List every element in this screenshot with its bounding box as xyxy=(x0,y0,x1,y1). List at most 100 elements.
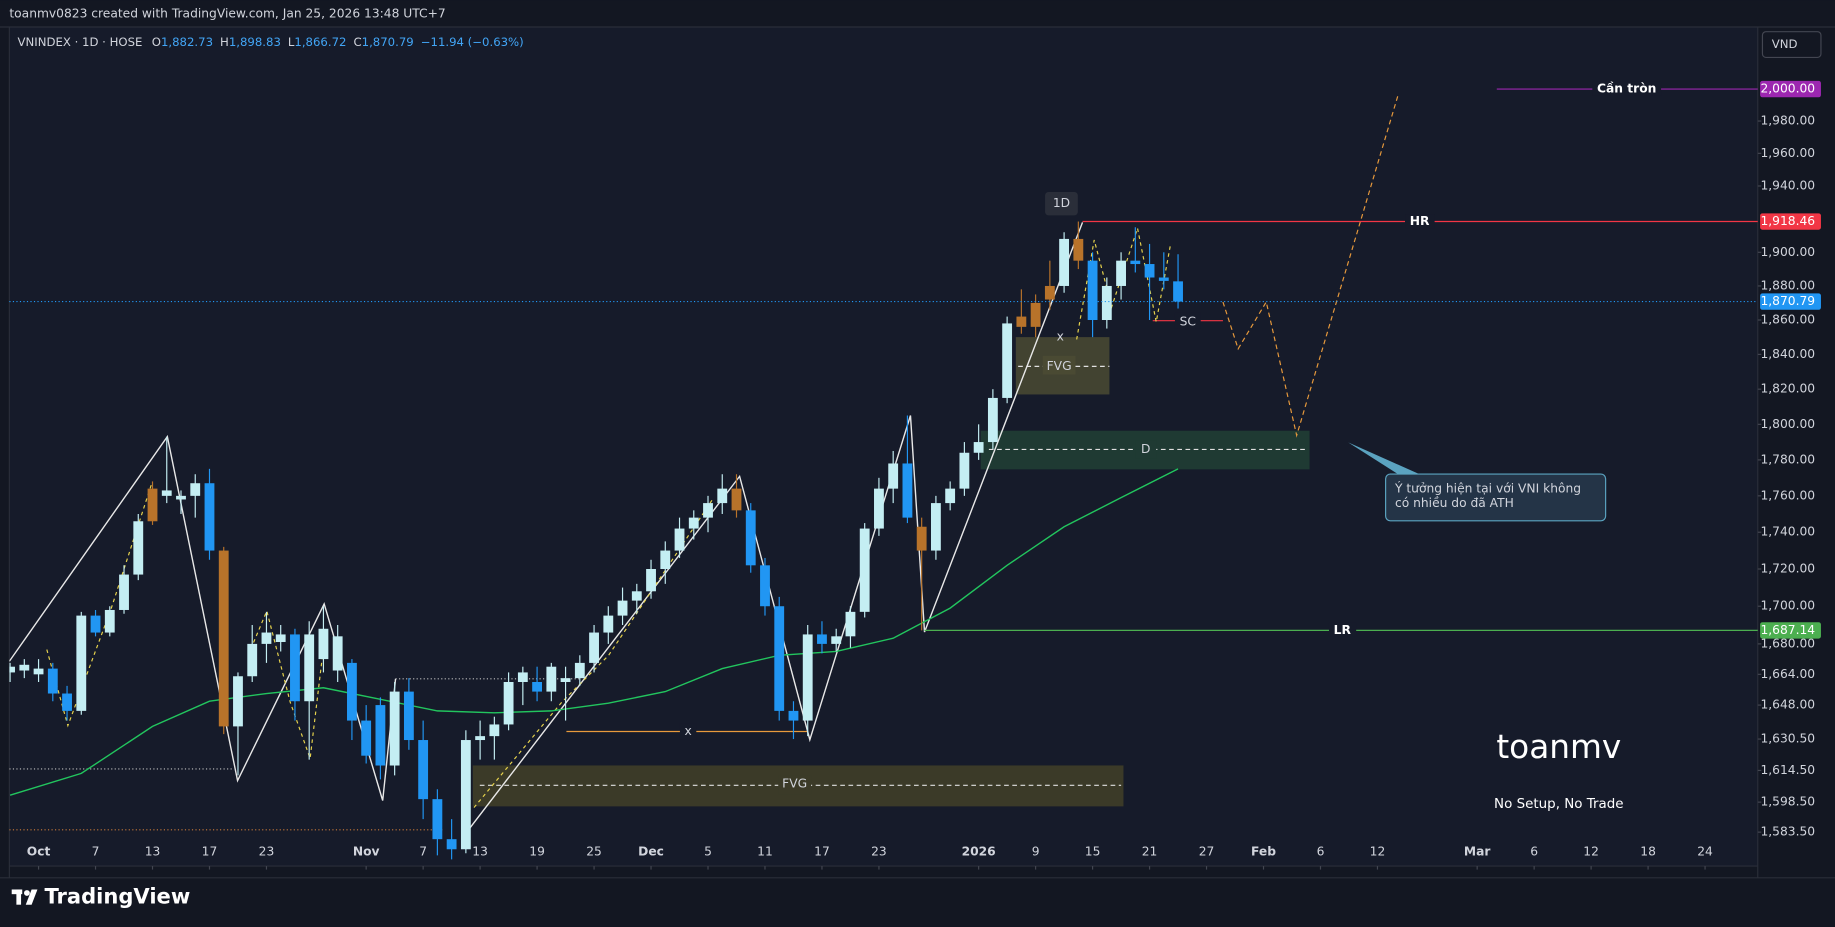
candle-body xyxy=(916,526,927,551)
candle-body xyxy=(119,574,129,610)
label-bg xyxy=(1592,81,1662,96)
y-tick-label: 1,700.00 xyxy=(1760,599,1815,613)
candle-body xyxy=(503,681,514,725)
candle-body xyxy=(361,720,372,756)
change: −11.94 (−0.63%) xyxy=(421,35,524,49)
x-tick-label: 7 xyxy=(419,845,427,859)
x-tick-label: 13 xyxy=(145,845,161,859)
candle-body xyxy=(717,488,728,504)
legend-key: O xyxy=(152,35,161,49)
currency-button[interactable] xyxy=(1761,31,1822,58)
candle-body xyxy=(318,628,329,660)
candle-body xyxy=(275,634,286,642)
zigzag-dashed xyxy=(473,497,715,808)
labels: FVG D FVG x x SC 1D Ý tưởng hiện tại với… xyxy=(11,31,1822,909)
callout-text: có nhiều do đã ATH xyxy=(1395,496,1514,510)
candle-body xyxy=(1016,316,1027,327)
x-tick-label: 25 xyxy=(586,845,602,859)
price-tag xyxy=(1760,622,1821,639)
candle-body xyxy=(731,488,742,511)
x-tick-label: 24 xyxy=(1697,845,1713,859)
callout-text: Ý tưởng hiện tại với VNI không xyxy=(1394,481,1581,496)
candle-body xyxy=(1030,302,1041,327)
credit: toanmv0823 created with TradingView.com,… xyxy=(9,7,445,21)
level-name: HR xyxy=(1410,214,1430,228)
price-tag-label: 2,000.00 xyxy=(1760,82,1815,96)
y-tick-label: 1,800.00 xyxy=(1760,417,1815,431)
x-tick-label: 12 xyxy=(1583,845,1599,859)
candle-body xyxy=(959,452,970,489)
candle-body xyxy=(218,550,229,727)
x-tick-label: Feb xyxy=(1251,845,1276,859)
candle-body xyxy=(859,528,870,612)
candle-body xyxy=(475,736,486,741)
candle-body xyxy=(403,691,414,741)
candle-body xyxy=(646,569,656,592)
candle-body xyxy=(674,528,685,551)
x-tick-label: 17 xyxy=(814,845,830,859)
candle-body xyxy=(574,662,585,679)
candle-body xyxy=(1087,260,1098,320)
logo-part xyxy=(23,890,30,896)
candle-body xyxy=(930,503,941,551)
price-tag-label: 1,687.14 xyxy=(1760,623,1815,637)
x-tick-label: 9 xyxy=(1032,845,1040,859)
label-bg xyxy=(1135,440,1157,459)
y-tick-label: 1,760.00 xyxy=(1760,488,1815,502)
candle-body xyxy=(176,495,186,500)
legend-key: H xyxy=(220,35,229,49)
price-tag-label: 1,918.46 xyxy=(1760,214,1815,228)
candle-body xyxy=(546,666,557,692)
y-tick-label: 1,840.00 xyxy=(1760,347,1815,361)
x-tick-label: 23 xyxy=(259,845,275,859)
y-tick-label: 1,880.00 xyxy=(1760,278,1815,292)
candle-body xyxy=(688,517,699,529)
legend-value: 1,870.79 xyxy=(362,35,414,49)
candle-body xyxy=(489,724,500,737)
candle-body xyxy=(802,634,813,721)
x-tick-label: Nov xyxy=(353,845,380,859)
level-name: LR xyxy=(1334,623,1352,637)
x-tick-label: 6 xyxy=(1530,845,1538,859)
y-tick-label: 1,598.50 xyxy=(1760,795,1815,809)
y-tick-label: 1,648.00 xyxy=(1760,698,1815,712)
symbol: VNINDEX · 1D · HOSE xyxy=(18,35,143,49)
candle-body xyxy=(831,636,842,644)
y-tick-label: 1,680.00 xyxy=(1760,636,1815,650)
candle-body xyxy=(973,442,984,453)
candle-body xyxy=(532,681,543,692)
candle-body xyxy=(147,488,158,522)
zone-label: FVG xyxy=(1047,359,1072,373)
candle-body xyxy=(332,636,343,671)
x-tick-label: 11 xyxy=(757,845,773,859)
candle-body xyxy=(1116,260,1126,286)
symbol-legend: VNINDEX · 1D · HOSE O1,882.73 H1,898.83 L1,… xyxy=(18,35,524,49)
candle-body xyxy=(660,550,671,570)
candle-body xyxy=(1002,323,1013,398)
label-bg xyxy=(1174,312,1201,329)
candle-body xyxy=(589,632,599,663)
candle-body xyxy=(874,488,884,529)
candle-body xyxy=(603,615,614,633)
zigzag-dashed xyxy=(46,482,153,728)
candle-body xyxy=(389,691,400,766)
candle-body xyxy=(62,693,72,711)
candle-body xyxy=(774,606,785,711)
price-tag xyxy=(1760,213,1821,230)
x-tick-label: 19 xyxy=(529,845,545,859)
brand: TradingView xyxy=(44,884,190,909)
x-tick-label: 17 xyxy=(202,845,218,859)
zigzag-dashed xyxy=(247,609,326,759)
x-tick-label: 6 xyxy=(1317,845,1325,859)
candle-body xyxy=(945,488,956,504)
price-tag xyxy=(1760,80,1821,98)
candle-body xyxy=(190,483,201,496)
candle-body xyxy=(9,666,15,673)
x-tick-label: 12 xyxy=(1370,845,1386,859)
candle-body xyxy=(1144,264,1155,278)
candle-body xyxy=(104,609,115,633)
candle-body xyxy=(19,664,30,671)
currency[interactable]: VND xyxy=(1772,37,1798,51)
y-tick-label: 1,860.00 xyxy=(1760,312,1815,326)
